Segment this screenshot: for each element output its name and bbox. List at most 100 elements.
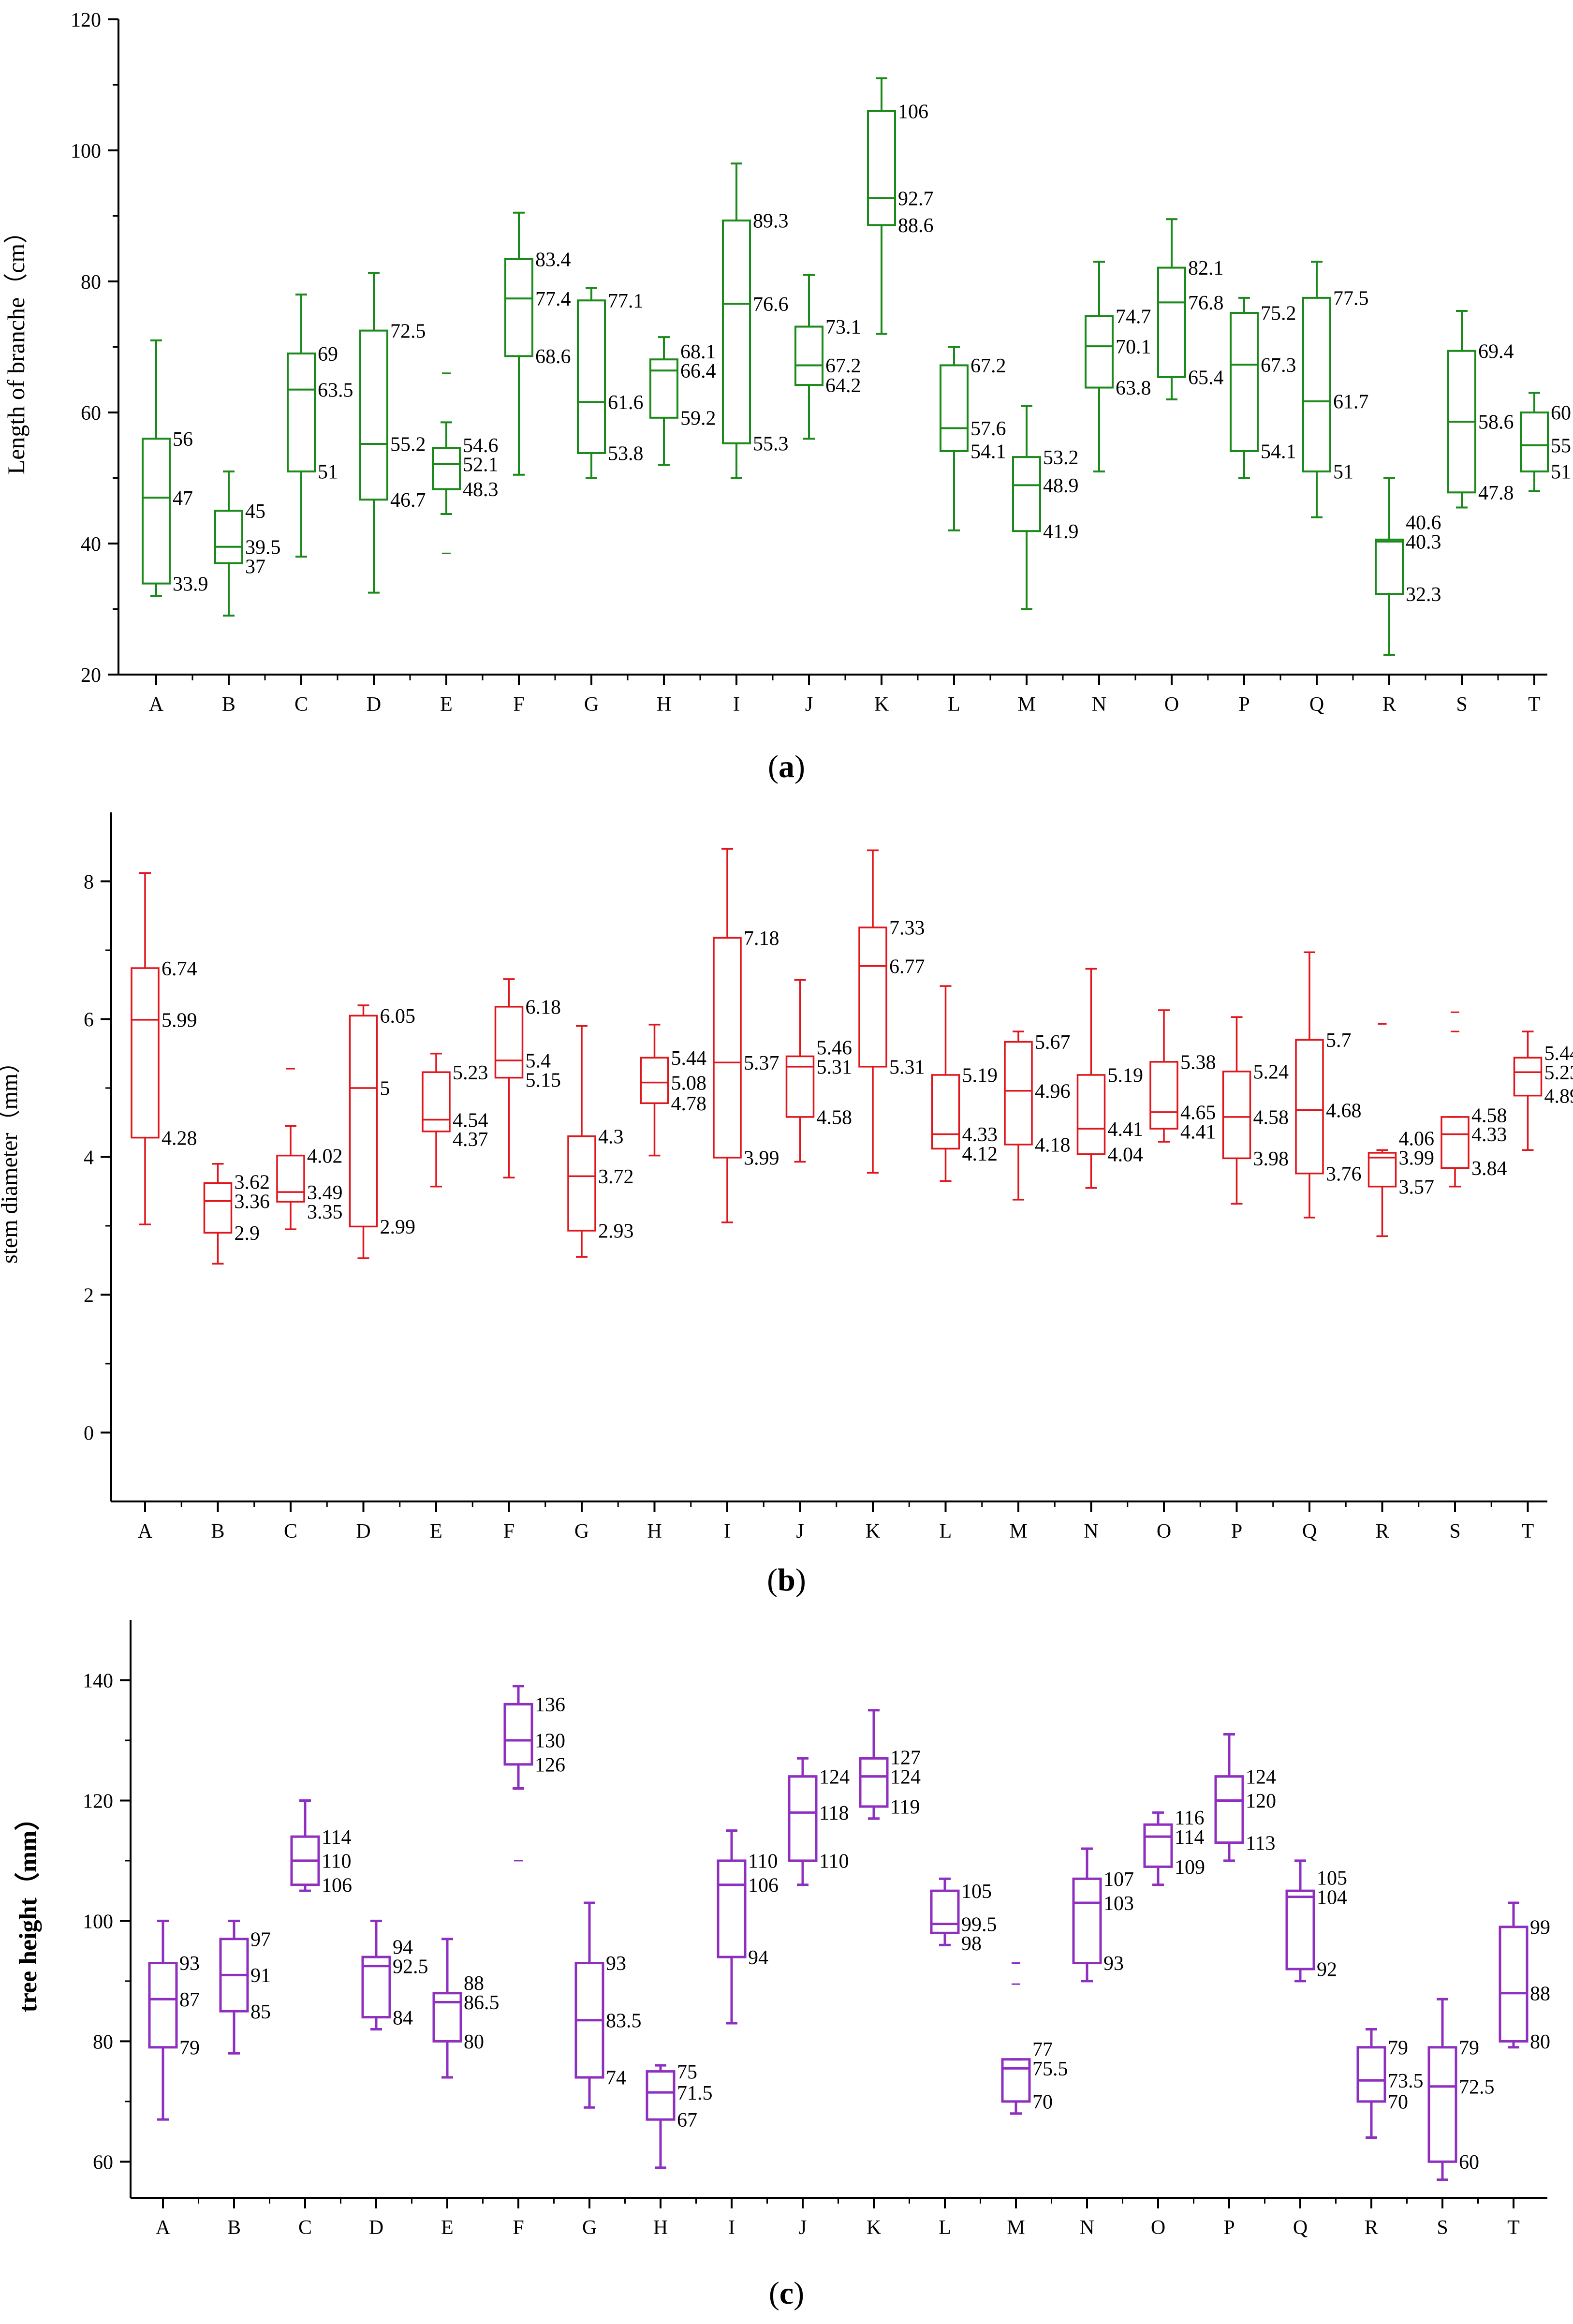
panel-a-x-tick-label: Q xyxy=(1309,693,1324,716)
panel-b-value-label: 3.72 xyxy=(598,1166,634,1188)
panel-c-y-axis-title: tree height（mm） xyxy=(14,1806,42,2013)
panel-c-value-label: 79 xyxy=(1459,2037,1479,2059)
panel-b-box xyxy=(1222,1071,1251,1160)
panel-a-value-label: 41.9 xyxy=(1043,521,1079,543)
panel-b-value-label: 5.44 xyxy=(1544,1043,1573,1065)
panel-a-box xyxy=(649,358,678,419)
panel-b-value-label: 5.37 xyxy=(744,1052,779,1074)
panel-b-x-tick-label: K xyxy=(866,1520,880,1543)
panel-c-box xyxy=(1427,2046,1457,2163)
panel-c-box xyxy=(1285,1889,1315,1971)
panel-b-value-label: 3.99 xyxy=(744,1147,779,1170)
panel-b-value-label: 4.37 xyxy=(453,1129,488,1151)
panel-a-value-label: 45 xyxy=(245,500,265,523)
panel-a-value-label: 73.1 xyxy=(825,316,861,338)
panel-b-value-label: 4.68 xyxy=(1326,1100,1362,1122)
panel-b-value-label: 4.33 xyxy=(1471,1124,1507,1146)
panel-b-value-label: 7.33 xyxy=(889,917,925,940)
panel-c-value-label: 94 xyxy=(393,1937,413,1959)
panel-a-x-tick-label: C xyxy=(294,693,308,716)
panel-b-box xyxy=(131,967,160,1139)
panel-c-value-label: 110 xyxy=(322,1851,351,1873)
panel-c-x-tick-label: E xyxy=(441,2217,454,2239)
panel-c-value-label: 109 xyxy=(1175,1856,1205,1879)
panel-b-x-tick-label: H xyxy=(647,1520,662,1543)
panel-a-box xyxy=(1520,412,1549,472)
panel-c-value-label: 88 xyxy=(1530,1983,1550,2005)
panel-a-value-label: 83.4 xyxy=(535,249,571,271)
panel-c-y-tick-label: 100 xyxy=(83,1911,113,1933)
panel-b-value-label: 4.3 xyxy=(598,1126,624,1148)
panel-a-value-label: 68.6 xyxy=(535,346,571,368)
panel-b-x-tick-label: T xyxy=(1522,1520,1534,1543)
panel-c-value-label: 79 xyxy=(179,2037,200,2059)
panel-c-value-label: 119 xyxy=(890,1796,920,1819)
panel-c-value-label: 92 xyxy=(1317,1959,1337,1981)
panel-c-value-label: 113 xyxy=(1246,1832,1275,1854)
panel-b-x-tick-label: R xyxy=(1375,1520,1389,1543)
panel-a-value-label: 69 xyxy=(318,343,338,366)
panel-b-box xyxy=(349,1015,378,1228)
panel-a-value-label: 106 xyxy=(898,101,928,123)
panel-a-box xyxy=(722,219,751,444)
panel-a-value-label: 37 xyxy=(245,556,265,578)
panel-c-value-label: 93 xyxy=(179,1953,200,1975)
panel-b-value-label: 4.65 xyxy=(1180,1102,1216,1124)
panel-a-value-label: 47 xyxy=(173,487,193,510)
panel-c-value-label: 91 xyxy=(250,1965,271,1987)
panel-c-value-label: 80 xyxy=(464,2031,484,2053)
panel-a-value-label: 63.5 xyxy=(318,379,353,401)
panel-c-box xyxy=(1499,1926,1529,2043)
panel-a-box xyxy=(940,364,969,452)
panel-a-box xyxy=(1302,296,1331,472)
panel-c-x-tick-label: N xyxy=(1080,2217,1094,2239)
panel-c-value-label: 136 xyxy=(535,1694,565,1716)
panel-c-box xyxy=(717,1859,747,1958)
panel-a-value-label: 74.7 xyxy=(1116,306,1151,328)
panel-b-value-label: 4.58 xyxy=(1253,1107,1289,1129)
panel-c-box xyxy=(788,1775,818,1862)
panel-b-x-tick-label: B xyxy=(211,1520,224,1543)
panel-c-value-label: 124 xyxy=(1246,1766,1276,1788)
panel-c-value-label: 127 xyxy=(890,1747,921,1769)
panel-c-x-tick-label: S xyxy=(1437,2217,1448,2239)
panel-a-value-label: 76.8 xyxy=(1188,292,1224,314)
panel-b-box xyxy=(1295,1039,1324,1175)
panel-c-value-label: 84 xyxy=(393,2007,413,2029)
caption-a: (a) xyxy=(768,749,805,784)
panel-a-box xyxy=(214,510,243,564)
panel-a-value-label: 65.4 xyxy=(1188,367,1224,389)
panel-b-value-label: 4.78 xyxy=(671,1093,707,1115)
panel-c-value-label: 93 xyxy=(606,1953,626,1975)
panel-c-value-label: 118 xyxy=(819,1802,849,1824)
panel-a-value-label: 72.5 xyxy=(390,320,426,342)
panel-b-box xyxy=(1076,1074,1106,1155)
panel-b-value-label: 6.05 xyxy=(380,1005,416,1028)
panel-a-x-tick-label: O xyxy=(1164,693,1179,716)
panel-c-value-label: 120 xyxy=(1246,1790,1276,1812)
panel-c-value-label: 77 xyxy=(1032,2039,1053,2061)
panel-b-x-tick-label: P xyxy=(1231,1520,1242,1543)
panel-a-x-tick-label: S xyxy=(1456,693,1467,716)
panel-b-value-label: 5.23 xyxy=(1544,1062,1573,1084)
panel-c-box xyxy=(503,1703,533,1766)
panel-a-value-label: 54.1 xyxy=(970,441,1006,463)
panel-c-x-tick-label: M xyxy=(1007,2217,1025,2239)
panel-a-value-label: 67.3 xyxy=(1261,354,1296,377)
panel-c-value-label: 73.5 xyxy=(1388,2070,1424,2092)
panel-b-value-label: 4.41 xyxy=(1180,1121,1216,1143)
panel-b-x-tick-label: M xyxy=(1009,1520,1027,1543)
panel-c-value-label: 116 xyxy=(1175,1807,1204,1829)
panel-c-value-label: 75.5 xyxy=(1032,2058,1068,2080)
panel-b-value-label: 3.76 xyxy=(1326,1163,1362,1185)
panel-b-value-label: 5.23 xyxy=(453,1062,488,1084)
panel-a-box xyxy=(867,110,896,226)
panel-a-box xyxy=(504,258,533,357)
panel-c-box xyxy=(930,1889,960,1934)
panel-a-value-label: 77.4 xyxy=(535,288,571,310)
panel-b-value-label: 5.4 xyxy=(526,1050,551,1073)
panel-b-value-label: 5.15 xyxy=(526,1070,561,1092)
panel-a-value-label: 82.1 xyxy=(1188,257,1224,279)
panel-c-value-label: 67 xyxy=(677,2109,697,2132)
panel-a-box xyxy=(359,329,388,501)
